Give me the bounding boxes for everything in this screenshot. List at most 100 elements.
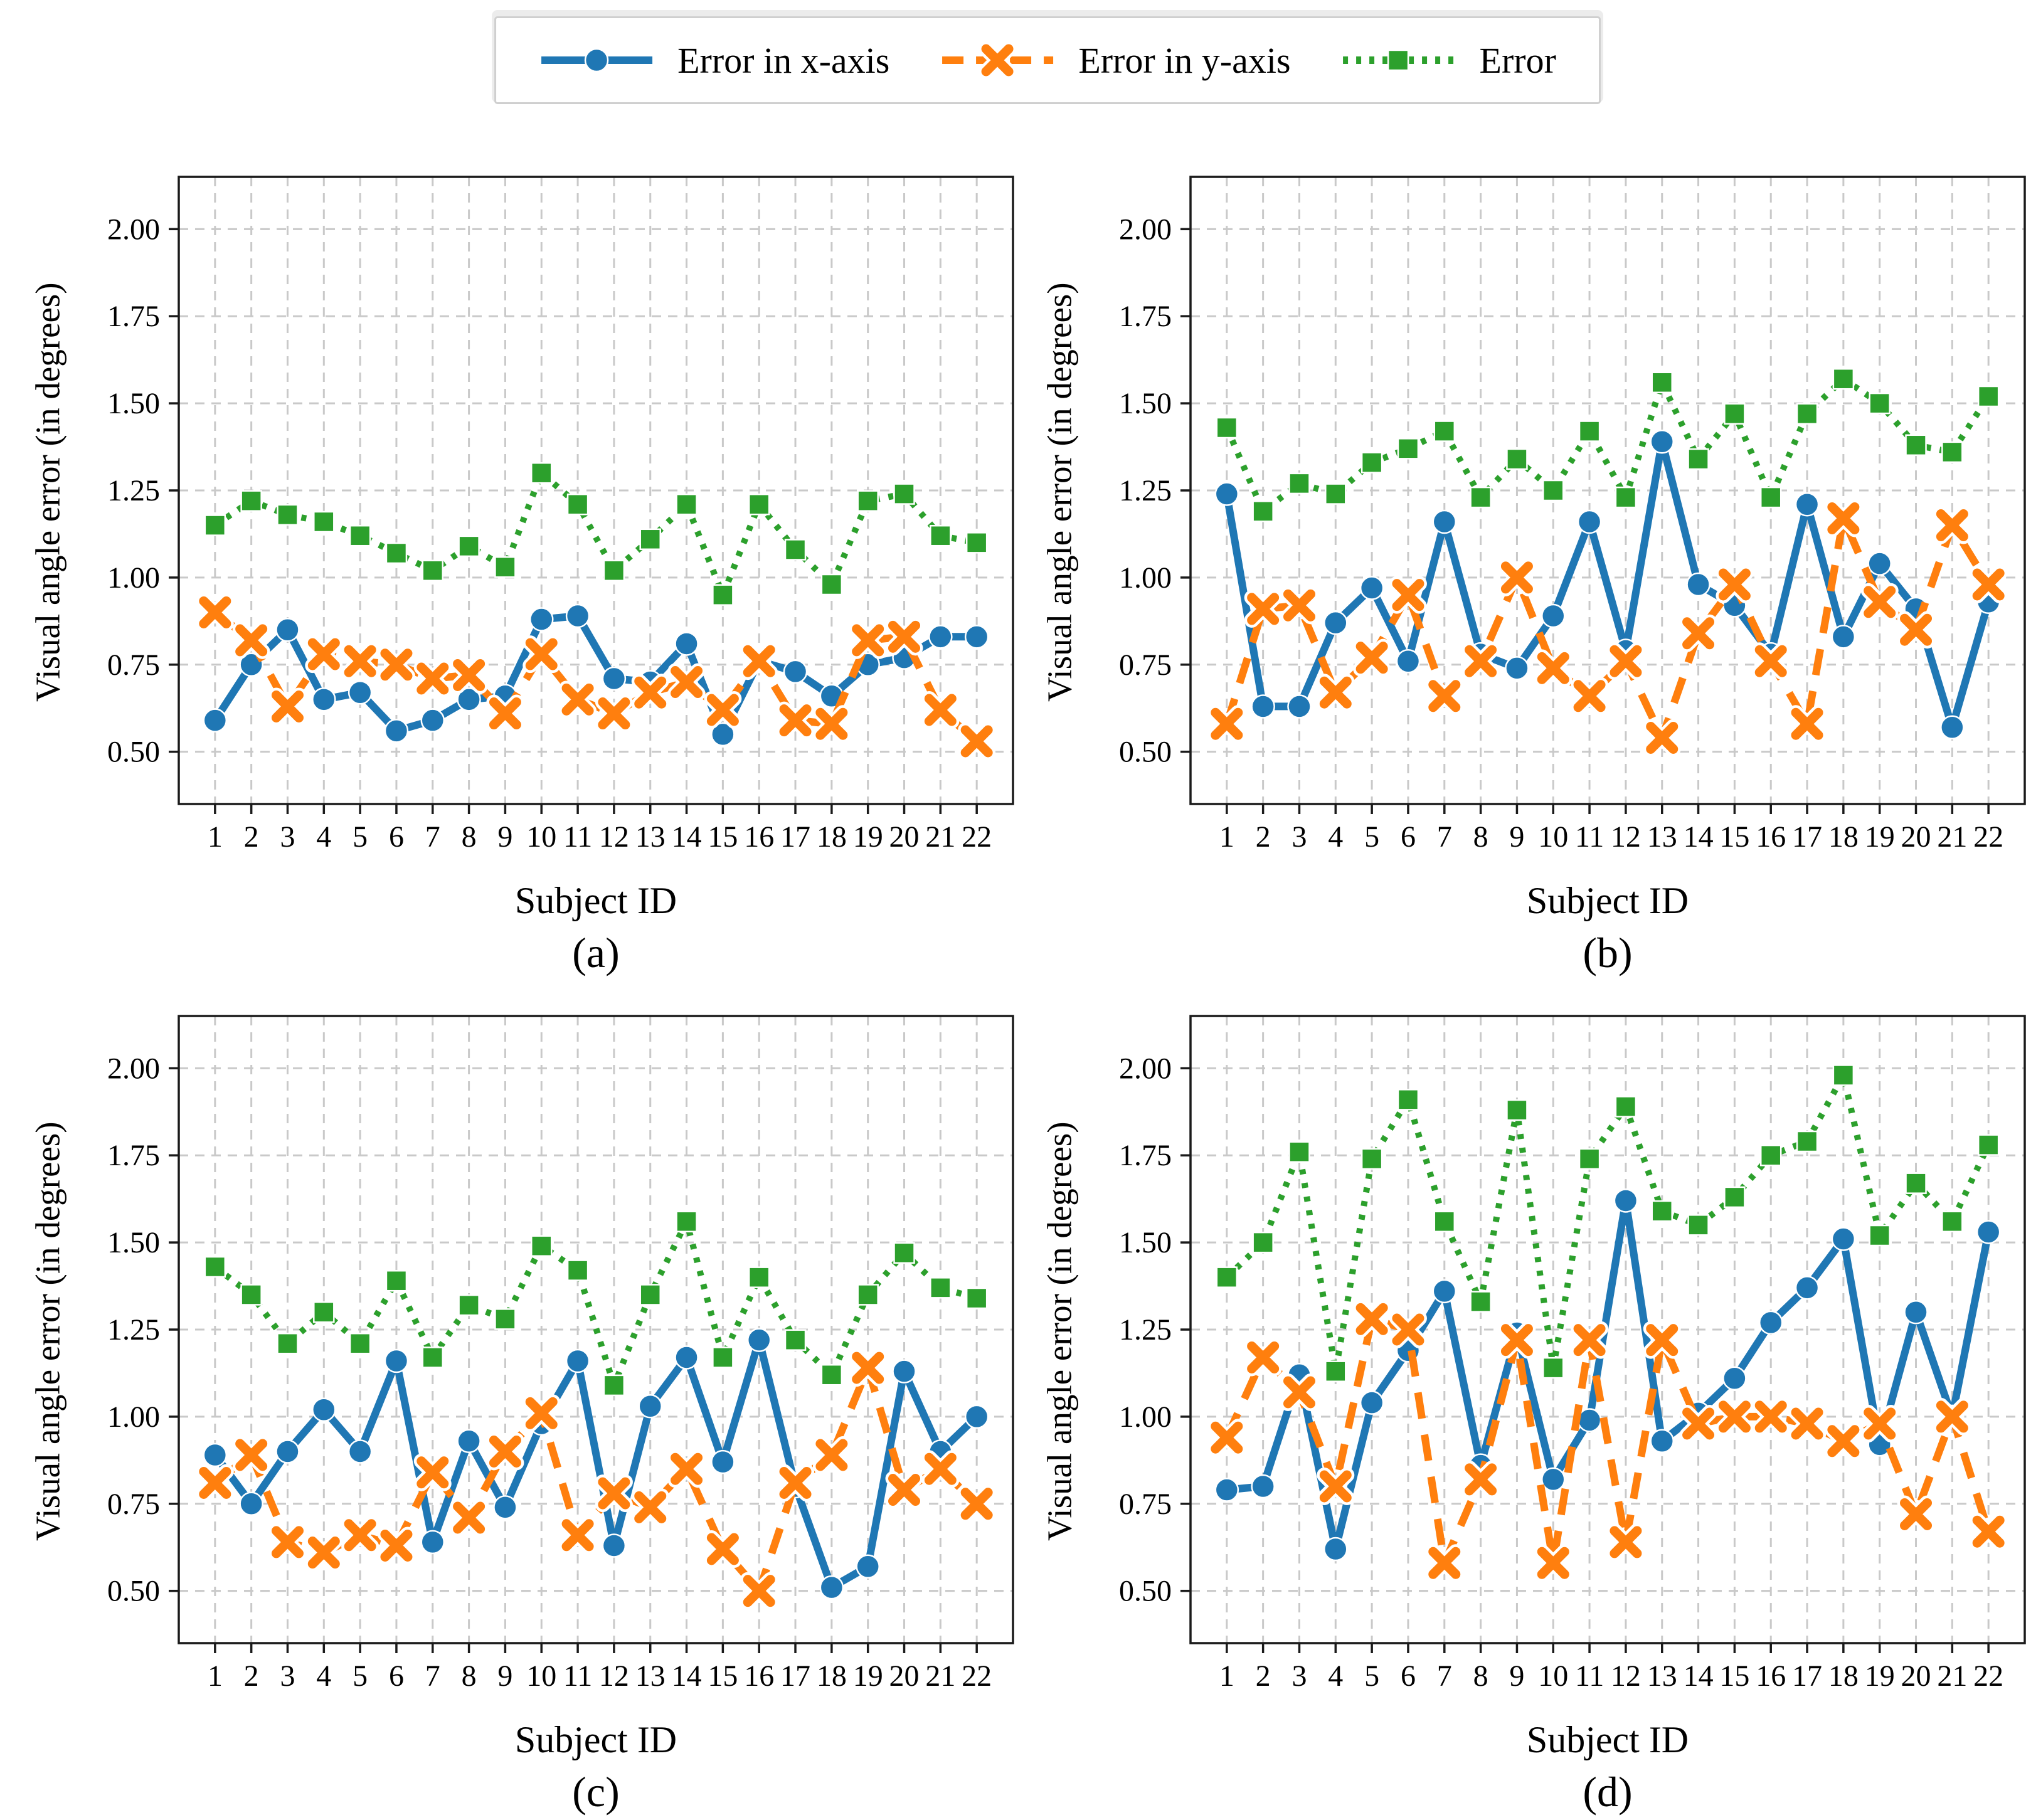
data-point-circle — [928, 625, 953, 649]
y-tick-label: 0.75 — [1119, 1488, 1172, 1521]
data-point-square — [857, 1284, 879, 1306]
data-point-x — [924, 694, 957, 726]
x-tick-label: 14 — [672, 820, 702, 854]
data-point-x — [1754, 1400, 1787, 1433]
caption-c: (c) — [572, 1768, 620, 1816]
data-point-circle — [602, 1533, 627, 1558]
data-point-circle — [529, 607, 554, 632]
data-point-square — [277, 504, 299, 526]
data-point-circle — [1686, 572, 1710, 597]
x-axis-label-c: Subject ID — [514, 1719, 677, 1760]
data-point-square — [1759, 1144, 1782, 1167]
legend-label-error: Error — [1479, 40, 1556, 81]
data-point-x — [852, 1352, 884, 1384]
data-point-x — [598, 1477, 630, 1510]
x-tick-label: 9 — [1509, 1659, 1524, 1693]
data-point-square — [1252, 500, 1274, 522]
y-tick-label: 1.50 — [107, 387, 160, 420]
chart-d-canvas: 2.001.751.501.251.000.750.501 2 3 4 5 6 7 8 9 10 1… — [1119, 1015, 2026, 1693]
data-point-square — [1941, 441, 1963, 463]
data-point-square — [349, 524, 371, 547]
data-point-circle — [312, 687, 336, 712]
x-tick-label: 18 — [1828, 820, 1859, 854]
data-point-x — [779, 1466, 812, 1499]
data-point-circle — [1396, 648, 1421, 674]
data-point-circle — [457, 1429, 481, 1454]
data-point-square — [1941, 1210, 1963, 1233]
data-point-x — [1355, 642, 1388, 674]
data-point-square — [1977, 1134, 2000, 1156]
x-tick-label: 17 — [780, 1659, 810, 1693]
y-tick-label: 1.00 — [1119, 1400, 1172, 1434]
x-tick-label: 4 — [316, 820, 331, 854]
x-tick-label: 19 — [853, 1659, 883, 1693]
x-tick-label: 19 — [1865, 820, 1895, 854]
data-point-circle — [1831, 625, 1856, 649]
data-point-x — [706, 694, 739, 726]
data-point-x — [779, 704, 812, 737]
y-tick-label: 1.25 — [107, 474, 160, 507]
y-axis-label-b: Visual angle error (in degrees) — [1040, 282, 1079, 702]
series-line-circle — [211, 612, 977, 738]
x-tick-label: 7 — [425, 1659, 440, 1693]
data-point-x — [1936, 509, 1968, 542]
x-tick-label: 7 — [1437, 820, 1452, 854]
x-tick-label: 10 — [1538, 820, 1568, 854]
data-point-x — [1972, 568, 2005, 601]
x-tick-label: 21 — [1937, 820, 1967, 854]
data-point-circle — [384, 719, 409, 743]
series-line-x — [1223, 514, 1992, 742]
data-point-square — [748, 1266, 770, 1288]
data-point-square — [1470, 1291, 1492, 1313]
data-point-x — [271, 1526, 304, 1558]
y-tick-label: 0.50 — [107, 1575, 160, 1608]
x-tick-label: 14 — [1684, 1659, 1714, 1693]
data-point-circle — [420, 708, 445, 733]
data-point-square — [1397, 438, 1419, 460]
data-point-x — [1718, 1400, 1751, 1433]
data-point-square — [1542, 1357, 1564, 1379]
series-line-x — [213, 609, 980, 744]
x-tick-label: 10 — [1538, 1659, 1568, 1693]
data-point-square — [494, 556, 516, 578]
x-tick-label: 21 — [925, 820, 955, 854]
legend-x-marker — [981, 44, 1014, 77]
y-tick-label: 1.00 — [107, 561, 160, 595]
x-tick-label: 2 — [1256, 1659, 1271, 1693]
data-point-circle — [203, 708, 228, 733]
data-point-x — [1537, 652, 1569, 684]
data-point-circle — [239, 1491, 263, 1516]
data-point-square — [930, 524, 952, 547]
y-tick-label: 1.25 — [1119, 1313, 1172, 1346]
data-point-square — [1288, 1141, 1310, 1163]
x-tick-label: 12 — [599, 1659, 629, 1693]
x-tick-label: 16 — [1756, 1659, 1786, 1693]
data-point-square — [1360, 452, 1383, 474]
x-tick-label: 5 — [1364, 820, 1379, 854]
x-tick-label: 3 — [1291, 820, 1307, 854]
data-point-circle — [1867, 551, 1892, 576]
data-point-x — [1610, 1526, 1642, 1558]
data-point-circle — [1650, 429, 1674, 454]
x-tick-label: 9 — [497, 1659, 512, 1693]
chart-c-canvas: 2.001.751.501.251.000.750.501 2 3 4 5 6 7 8 9 10 1… — [107, 1015, 1014, 1693]
data-point-circle — [1251, 1474, 1275, 1499]
x-tick-label: 17 — [1792, 1659, 1822, 1693]
data-point-square — [639, 1284, 661, 1306]
data-point-circle — [1795, 1276, 1820, 1300]
data-point-x — [416, 1456, 449, 1489]
data-point-x — [1283, 589, 1315, 622]
data-point-circle — [819, 1575, 844, 1600]
data-point-x — [380, 1529, 413, 1562]
y-tick-label: 1.75 — [107, 300, 160, 333]
y-tick-label: 1.00 — [107, 1400, 160, 1434]
data-point-circle — [203, 1442, 228, 1468]
data-point-circle — [1359, 576, 1384, 600]
x-tick-label: 20 — [1901, 1659, 1931, 1693]
y-axis-label-d: Visual angle error (in degrees) — [1040, 1121, 1079, 1542]
x-tick-label: 17 — [780, 820, 810, 854]
data-point-x — [525, 638, 558, 670]
subplot-d: Visual angle error (in degrees) 2.00 1.75… — [1034, 985, 2026, 1820]
x-tick-label: 18 — [817, 1659, 847, 1693]
data-point-circle — [457, 687, 481, 712]
